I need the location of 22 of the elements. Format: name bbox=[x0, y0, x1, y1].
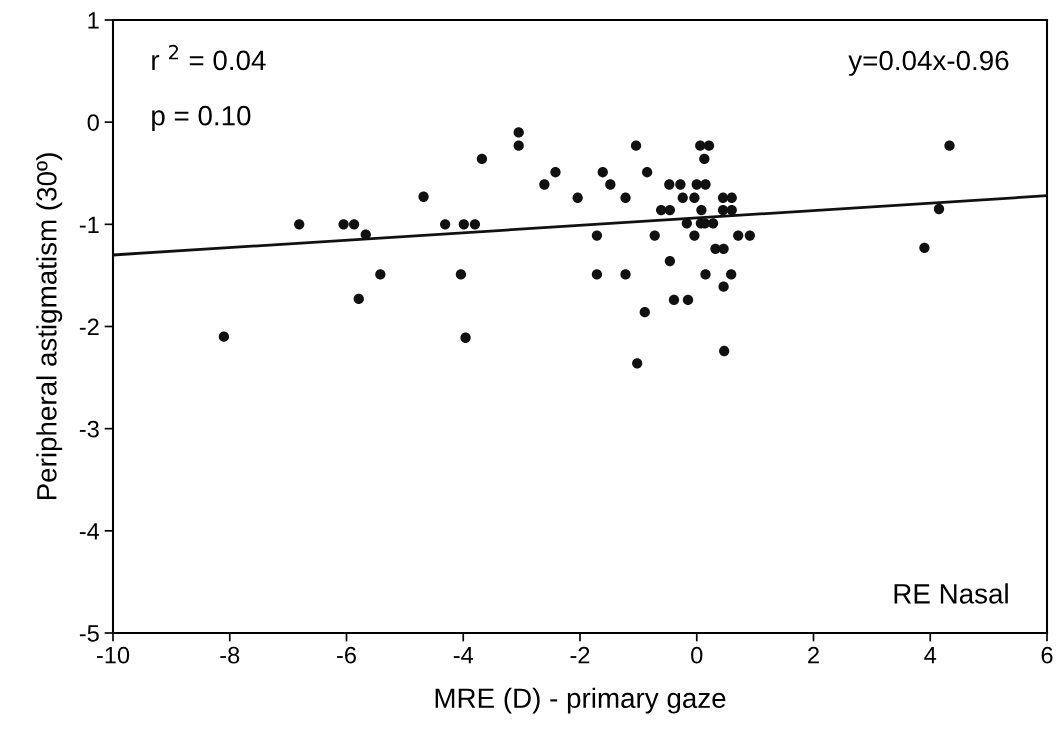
annotation: p = 0.10 bbox=[152, 105, 251, 132]
x-tick-label: -6 bbox=[337, 646, 356, 664]
x-tick-label: 6 bbox=[1041, 646, 1053, 664]
y-tick-label: -2 bbox=[79, 318, 99, 336]
x-tick-label: -10 bbox=[96, 646, 130, 664]
x-tick-label: 4 bbox=[924, 647, 937, 664]
annotation: y=0.04x-0.96 bbox=[848, 50, 1009, 76]
y-tick-label: 1 bbox=[88, 12, 99, 29]
y-tick-label: 0 bbox=[87, 114, 99, 131]
y-axis-title: Peripheral astigmatism (30º) bbox=[36, 153, 63, 500]
annotation: r $^{2}$ = 0.04 bbox=[152, 44, 266, 71]
annotation: RE Nasal bbox=[894, 583, 1008, 604]
y-tick-label: -4 bbox=[79, 523, 100, 540]
x-tick-label: 0 bbox=[691, 646, 703, 664]
y-tick-label: -5 bbox=[79, 625, 99, 642]
x-tick-label: -2 bbox=[570, 646, 590, 664]
x-tick-label: 2 bbox=[808, 646, 819, 664]
y-tick-label: -3 bbox=[79, 420, 99, 438]
x-tick-label: -8 bbox=[220, 646, 240, 664]
x-axis-title: MRE (D) - primary gaze bbox=[435, 687, 726, 714]
y-tick-label: -1 bbox=[79, 216, 99, 233]
x-tick-label: -4 bbox=[453, 647, 474, 664]
